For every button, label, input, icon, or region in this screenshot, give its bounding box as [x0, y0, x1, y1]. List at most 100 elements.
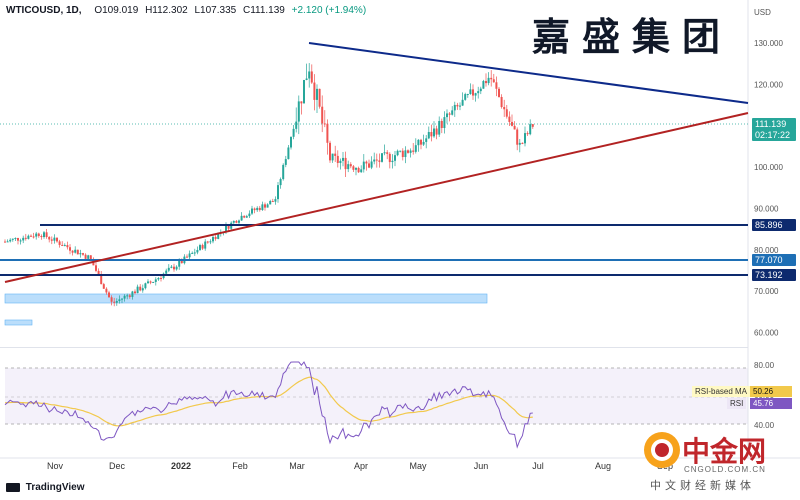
cngold-subtitle: 中文财经新媒体: [650, 479, 755, 492]
candle-body: [56, 237, 58, 242]
resistance-trendline[interactable]: [308, 42, 749, 104]
candle-body: [45, 232, 48, 238]
candle-body: [149, 281, 152, 283]
candle-body: [474, 93, 477, 96]
candle-body: [256, 207, 259, 211]
time-tick-label: 2022: [171, 461, 191, 471]
candle-body: [388, 153, 391, 163]
candle-body: [349, 164, 352, 167]
candle-body: [217, 232, 220, 239]
rsi-ma-label: RSI-based MA: [692, 386, 751, 397]
tv-icon: [6, 482, 20, 492]
candle-body: [401, 150, 404, 158]
time-tick-label: Aug: [595, 461, 611, 471]
candle-body: [248, 213, 251, 217]
price-tick-label: 90.000: [754, 205, 779, 214]
candle-body: [186, 256, 188, 258]
price-tick-label: 60.000: [754, 329, 779, 338]
candle-body: [292, 128, 295, 137]
candle-body: [147, 281, 149, 284]
candle-body: [310, 71, 313, 83]
candle-body: [102, 284, 105, 289]
candle-body: [50, 239, 53, 241]
price-tick-label: 80.000: [754, 246, 779, 255]
candle-body: [53, 237, 56, 241]
level-badge-73: 73.192: [752, 269, 796, 281]
candle-body: [524, 133, 526, 144]
candle-body: [461, 99, 464, 106]
candle-body: [97, 270, 100, 275]
candle-body: [30, 235, 32, 237]
candle-body: [290, 136, 292, 148]
candle-body: [284, 159, 287, 165]
candle-body: [383, 152, 386, 154]
candle-body: [118, 299, 121, 302]
candle-body: [74, 249, 77, 253]
candle-body: [128, 295, 131, 297]
price-tick-label: 120.000: [754, 80, 783, 89]
candle-body: [214, 237, 217, 239]
time-tick-label: Jul: [532, 461, 544, 471]
candle-body: [435, 128, 438, 135]
candle-body: [271, 201, 274, 203]
candle-body: [76, 249, 79, 255]
candle-body: [14, 238, 17, 240]
candle-body: [170, 266, 173, 268]
pane-separator: [0, 347, 748, 348]
candle-body: [342, 157, 344, 161]
candle-body: [108, 292, 110, 298]
candle-body: [22, 237, 25, 241]
candle-body: [427, 132, 430, 139]
candle-body: [35, 233, 38, 237]
cngold-url: CNGOLD.COM.CN: [684, 465, 766, 474]
support-trendline[interactable]: [4, 112, 749, 283]
countdown-badge: 02:17:22: [752, 129, 796, 141]
candle-body: [498, 88, 500, 97]
tv-brand-text: TradingView: [25, 482, 85, 493]
candle-body: [417, 139, 420, 146]
small-zone[interactable]: [4, 319, 33, 326]
time-tick-label: Mar: [289, 461, 305, 471]
price-tick-label: 100.000: [754, 163, 783, 172]
candle-body: [232, 220, 235, 223]
candle-body: [79, 253, 82, 255]
candle-body: [209, 241, 212, 243]
candle-body: [440, 120, 443, 129]
price-tick-label: 130.000: [754, 39, 783, 48]
candle-body: [409, 150, 412, 153]
candle-body: [508, 116, 511, 122]
candle-body: [121, 298, 123, 300]
candle-body: [154, 279, 157, 282]
tradingview-logo[interactable]: TradingView: [6, 482, 85, 493]
candle-body: [110, 297, 113, 302]
candle-body: [464, 94, 467, 100]
price-axis-ticks: 130.000120.000110.000100.00090.00080.000…: [754, 39, 783, 338]
candle-body: [503, 107, 506, 110]
candle-body: [490, 77, 493, 80]
symbol-header: WTICOUSD, 1D, O109.019 H112.302 L107.335…: [6, 5, 366, 16]
candle-body: [518, 142, 521, 145]
candle-body: [253, 208, 256, 211]
candle-body: [160, 277, 162, 279]
candle-body: [526, 133, 529, 135]
candle-body: [212, 237, 214, 242]
candle-body: [204, 241, 207, 249]
rsi-value: 45.76: [750, 398, 792, 409]
candle-body: [425, 138, 428, 142]
candle-body: [373, 159, 376, 162]
candle-body: [266, 204, 269, 208]
candle-body: [258, 207, 261, 211]
support-zone[interactable]: [4, 293, 488, 304]
cngold-logo: 中金网 CNGOLD.COM.CN 中文财经新媒体: [640, 430, 798, 498]
time-tick-label: Dec: [109, 461, 126, 471]
candle-body: [4, 241, 6, 243]
candle-body: [261, 204, 264, 211]
symbol-label[interactable]: WTICOUSD, 1D,: [6, 5, 82, 16]
candle-body: [386, 152, 389, 154]
candle-body: [251, 208, 253, 214]
candle-body: [43, 232, 45, 238]
candle-body: [225, 225, 227, 232]
candle-body: [61, 244, 64, 246]
